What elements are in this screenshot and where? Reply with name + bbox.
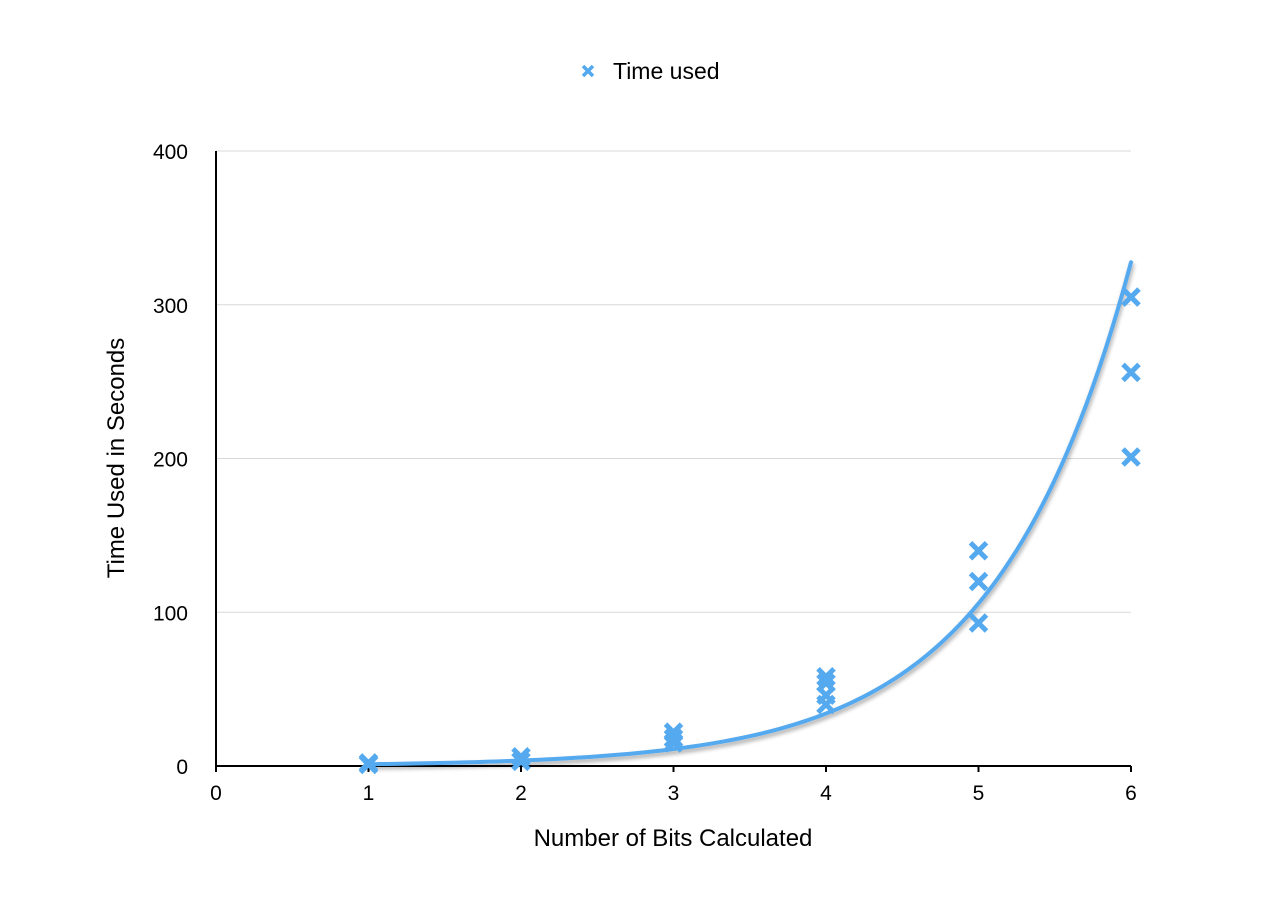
x-tick-label-0: 0 xyxy=(210,782,222,805)
x-axis-title: Number of Bits Calculated xyxy=(534,825,813,852)
legend-marker-x xyxy=(581,64,595,78)
x-tick-label-2: 2 xyxy=(515,782,527,805)
data-point xyxy=(1121,447,1141,467)
data-point xyxy=(358,753,379,773)
legend-marker-x-icon xyxy=(581,64,595,78)
y-tick-label-100: 100 xyxy=(153,602,188,625)
y-tick-label-300: 300 xyxy=(153,295,188,318)
x-tick-label-3: 3 xyxy=(668,782,680,805)
data-point xyxy=(968,613,989,633)
trendline xyxy=(366,260,1133,767)
legend: Time used xyxy=(581,58,720,84)
y-tick-label-400: 400 xyxy=(153,141,188,164)
data-point xyxy=(511,747,531,767)
data-point xyxy=(968,571,989,592)
x-tick-label-1: 1 xyxy=(363,782,375,805)
y-tick-label-200: 200 xyxy=(153,449,188,472)
data-point xyxy=(816,673,836,693)
data-point xyxy=(663,728,684,749)
data-point xyxy=(1121,287,1141,307)
data-point xyxy=(663,722,684,742)
x-tick-label-6: 6 xyxy=(1125,782,1137,805)
data-point xyxy=(968,540,989,561)
plot-area: 0 1 2 3 4 5 6 0 100 200 300 400 xyxy=(153,141,1141,805)
y-axis-ticks: 0 100 200 300 400 xyxy=(153,141,188,779)
x-tick-label-5: 5 xyxy=(973,782,985,805)
data-point xyxy=(1121,362,1141,383)
y-axis-title: Time Used in Seconds xyxy=(103,338,130,579)
legend-label: Time used xyxy=(613,58,720,84)
trendline-curve xyxy=(366,260,1133,767)
y-tick-label-0: 0 xyxy=(176,756,188,779)
data-point xyxy=(511,751,531,772)
data-points xyxy=(358,287,1141,775)
gridlines xyxy=(216,150,1131,613)
x-axis-ticks: 0 1 2 3 4 5 6 xyxy=(210,766,1137,805)
x-tick-label-4: 4 xyxy=(820,782,832,805)
data-point xyxy=(816,667,836,687)
